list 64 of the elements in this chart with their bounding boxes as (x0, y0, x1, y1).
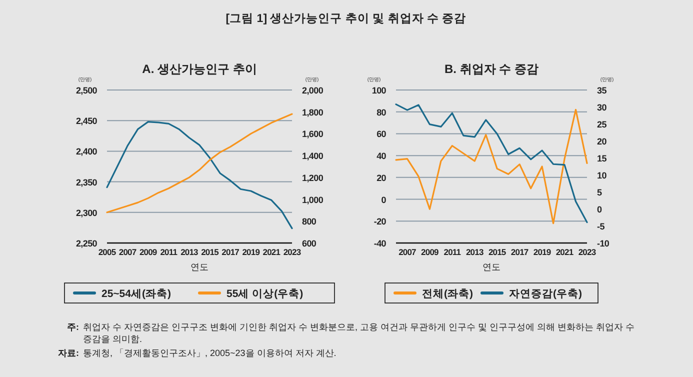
y2-tick-label: -10 (597, 238, 610, 248)
x-tick-label: 2011 (160, 247, 178, 257)
x-tick-label: 2015 (488, 247, 506, 257)
y-tick-label: 60 (376, 129, 386, 140)
x-tick-label: 2017 (510, 247, 529, 257)
x-tick-label: 2023 (283, 247, 302, 257)
y2-tick-label: 25 (597, 120, 607, 130)
legend-label: 전체(좌축) (422, 288, 473, 300)
y-tick-label: 2,250 (76, 238, 98, 248)
x-tick-label: 2007 (398, 247, 417, 257)
y2-tick-label: 1,400 (302, 151, 324, 162)
y-tick-label: 2,350 (76, 177, 98, 188)
x-tick-label: 2009 (139, 247, 158, 257)
y-tick-label: 0 (381, 194, 386, 205)
chart-title: B. 취업자 수 증감 (444, 62, 539, 76)
text: 자료: 통계청, 「경제활동인구조사」, 2005~23을 이용하여 저자 계산. (58, 348, 336, 358)
x-tick-label: 2007 (118, 247, 137, 257)
y2-tick-label: 800 (302, 216, 316, 227)
legend-label: 25~54세(좌축) (102, 288, 171, 300)
x-axis-title: 연도 (482, 262, 500, 272)
x-tick-label: 2021 (262, 247, 281, 257)
y-tick-label: 2,500 (76, 86, 98, 96)
line-series (106, 121, 293, 230)
y-tick-label: 20 (376, 172, 386, 183)
y2-tick-label: -5 (597, 222, 605, 232)
chart-title: A. 생산가능인구 추이 (142, 62, 257, 76)
y2-tick-label: 5 (597, 188, 602, 198)
legend-label: 55세 이상(우축) (226, 288, 304, 300)
x-tick-label: 2019 (533, 247, 552, 257)
x-tick-label: 2009 (421, 247, 440, 257)
text: 주: 취업자 수 자연증감은 인구구조 변화에 기인한 취업자 수 변화분으로, 고용 여건과 무관하게 인구수 및 인구구성에 의해 변화하는 취업자 수 증감을 의미함. (67, 322, 635, 344)
y-tick-label: -40 (374, 238, 386, 248)
x-tick-label: 2023 (578, 247, 596, 257)
text: [그림 1] 생산가능인구 추이 및 취업자 수 증감 (226, 12, 466, 25)
x-tick-label: 2015 (201, 247, 220, 257)
x-tick-label: 2013 (180, 247, 199, 257)
y-tick-label: 2,300 (76, 208, 98, 218)
y2-tick-label: 1,600 (302, 129, 324, 140)
y-tick-label: 100 (372, 86, 386, 96)
line-series (106, 113, 293, 214)
y2-tick-label: 600 (302, 238, 316, 248)
x-tick-label: 2017 (222, 247, 240, 257)
x-tick-label: 2005 (98, 247, 116, 257)
y2-tick-label: 35 (597, 86, 607, 96)
x-tick-label: 2021 (556, 247, 574, 257)
x-tick-label: 2011 (444, 247, 462, 257)
y-tick-label: -20 (374, 216, 386, 227)
y2-tick-label: 1,000 (302, 194, 324, 205)
y2-tick-label: 15 (597, 154, 607, 164)
x-axis-title: 연도 (190, 262, 208, 272)
x-tick-label: 2013 (466, 247, 484, 257)
y2-tick-label: 1,200 (302, 172, 324, 183)
x-tick-label: 2019 (242, 247, 260, 257)
y2-tick-label: 30 (597, 102, 607, 112)
y2-tick-label: 20 (597, 136, 607, 146)
y-tick-label: 80 (376, 107, 386, 118)
legend-label: 자연증감(우축) (509, 288, 582, 300)
y-tick-label: 2,450 (76, 116, 98, 126)
y2-tick-label: 1,800 (302, 107, 324, 118)
y2-tick-label: 2,000 (302, 86, 324, 96)
y2-tick-label: 0 (597, 204, 602, 214)
y-tick-label: 2,400 (76, 146, 98, 157)
y-tick-label: 40 (376, 151, 386, 162)
y2-tick-label: 10 (597, 170, 607, 180)
